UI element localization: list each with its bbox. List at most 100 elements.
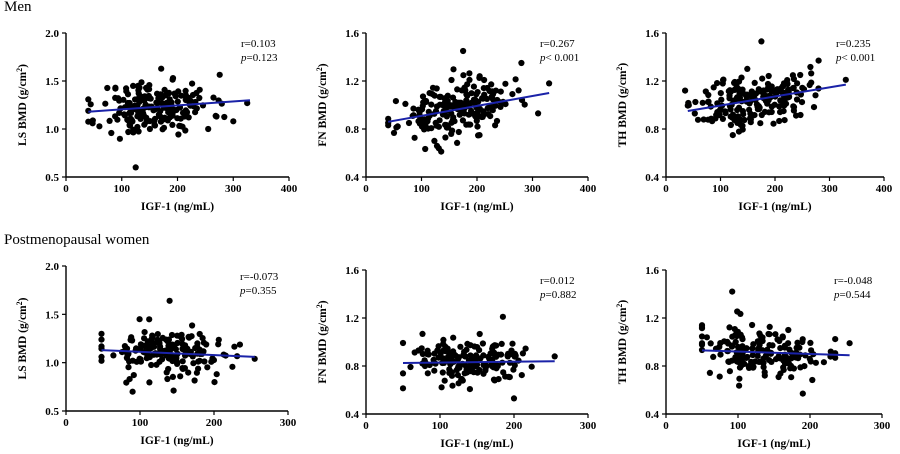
data-point	[812, 92, 819, 99]
data-point	[435, 343, 442, 350]
data-point	[399, 385, 407, 392]
data-point	[776, 337, 783, 345]
data-point	[448, 372, 456, 379]
data-point	[106, 117, 113, 124]
data-point	[151, 115, 159, 122]
y-tick-label: 0.4	[645, 409, 659, 421]
data-point	[98, 330, 105, 337]
data-point	[405, 119, 413, 127]
y-tick-label: 1.2	[645, 76, 659, 88]
data-point	[773, 89, 780, 96]
data-point	[132, 164, 139, 171]
p-value: p=0.123	[240, 52, 278, 64]
data-point	[510, 366, 517, 373]
data-point	[182, 127, 189, 134]
data-point	[795, 355, 802, 362]
data-point	[518, 372, 525, 379]
data-point	[189, 322, 196, 329]
data-points	[385, 47, 553, 155]
data-point	[801, 363, 808, 370]
data-point	[108, 129, 115, 137]
data-point	[390, 129, 398, 136]
data-point	[454, 86, 461, 93]
data-point	[790, 103, 797, 110]
data-point	[424, 347, 431, 354]
data-point	[419, 330, 426, 337]
data-point	[104, 84, 111, 92]
data-point	[467, 352, 474, 359]
data-point	[123, 345, 131, 352]
data-point	[189, 80, 196, 87]
data-point	[499, 313, 506, 320]
data-point	[698, 340, 706, 347]
y-tick-label: 0.4	[345, 172, 359, 184]
data-point	[784, 80, 791, 88]
data-point	[146, 316, 153, 323]
data-point	[731, 86, 738, 93]
data-point	[709, 118, 716, 125]
x-tick-label: 300	[580, 420, 597, 432]
data-point	[141, 329, 148, 336]
data-point	[846, 340, 853, 347]
data-point	[450, 348, 457, 355]
data-point	[764, 346, 771, 353]
data-point	[490, 364, 497, 371]
x-tick-label: 300	[524, 183, 541, 195]
data-point	[174, 98, 181, 105]
data-point	[130, 126, 137, 133]
data-point	[508, 347, 515, 354]
scatter-men-th-bmd: 0 100 200 300 400 0.4 0.8 1.2 1.6 IGF-1 (ng/mL) TH…	[615, 28, 893, 213]
data-point	[116, 109, 123, 116]
data-point	[842, 76, 849, 83]
data-point	[450, 334, 457, 341]
data-point	[749, 352, 756, 359]
data-point	[121, 112, 128, 119]
data-point	[174, 360, 181, 367]
data-point	[161, 86, 168, 93]
data-point	[509, 340, 516, 347]
y-tick-label: 1.0	[45, 358, 59, 370]
data-point	[188, 333, 195, 340]
data-point	[776, 103, 783, 110]
data-point	[179, 345, 186, 353]
data-point	[506, 359, 514, 366]
data-point	[820, 359, 827, 366]
data-point	[729, 132, 736, 139]
data-point	[244, 100, 251, 107]
data-point	[706, 369, 713, 376]
y-tick-label: 1.6	[345, 28, 359, 40]
data-point	[710, 84, 717, 91]
data-point	[739, 108, 746, 115]
data-point	[731, 117, 738, 124]
data-point	[497, 88, 504, 95]
x-tick-label: 100	[730, 420, 747, 432]
x-tick-label: 200	[169, 183, 186, 195]
data-point	[174, 115, 181, 122]
data-point	[454, 354, 461, 361]
data-point	[221, 113, 228, 121]
data-point	[447, 360, 454, 367]
data-point	[699, 99, 706, 106]
data-point	[166, 297, 173, 304]
data-point	[780, 108, 787, 115]
data-point	[154, 331, 161, 338]
r-value: r=-0.073	[240, 271, 279, 283]
data-point	[183, 94, 190, 101]
data-point	[165, 365, 172, 373]
data-point	[185, 369, 192, 376]
data-point	[422, 145, 429, 153]
data-point	[141, 335, 148, 342]
data-point	[775, 373, 782, 381]
data-point	[481, 76, 488, 84]
data-point	[468, 99, 475, 107]
y-axis-title-sup: 2	[315, 304, 324, 308]
data-point	[473, 91, 480, 98]
data-point	[731, 79, 738, 86]
data-point	[739, 126, 746, 133]
data-point	[716, 343, 723, 350]
data-point	[807, 339, 814, 346]
data-point	[788, 374, 795, 381]
data-point	[185, 114, 192, 121]
data-point	[169, 121, 176, 128]
y-axis-title-main: LS BMD (g/cm	[17, 305, 29, 380]
